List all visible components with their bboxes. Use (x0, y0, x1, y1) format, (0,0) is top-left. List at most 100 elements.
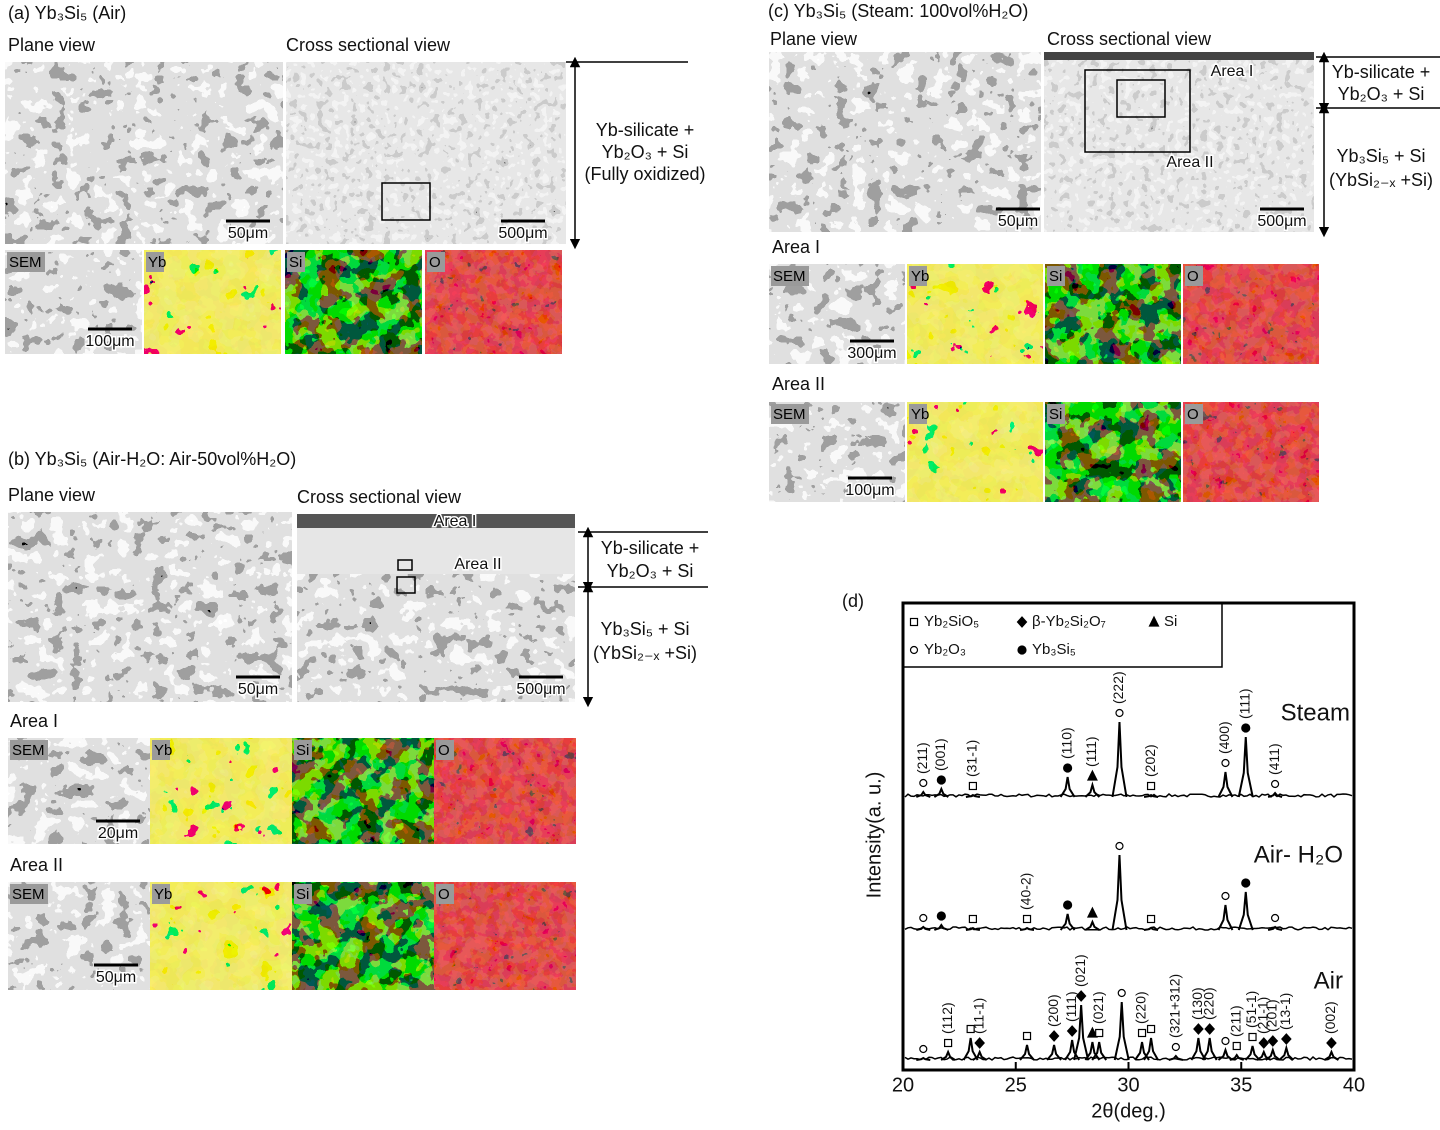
marker-dot (1063, 900, 1073, 910)
xrd-peak (1091, 1041, 1108, 1061)
map-tag: Si (296, 886, 309, 903)
plane-micrograph (769, 52, 1041, 232)
marker-square (1146, 1024, 1156, 1034)
map-tag: O (1187, 268, 1199, 285)
element-map (1045, 402, 1181, 502)
map-tag: Yb (911, 268, 929, 285)
marker-triangle (1086, 906, 1098, 918)
peak-label: (13-1) (1277, 993, 1293, 1030)
scale-label: 50μm (238, 681, 278, 698)
map-tag-bg (1185, 404, 1203, 424)
peak-label: (31-1) (964, 740, 980, 777)
legend-marker (909, 645, 919, 655)
marker-circle (919, 913, 928, 923)
map-tag: O (1187, 406, 1199, 423)
map-tag-bg (146, 252, 164, 272)
series-name: Air (1314, 967, 1343, 994)
marker-dot (936, 775, 946, 785)
layer-label: (YbSi₂₋ₓ +Si) (1329, 170, 1433, 190)
marker-circle (1270, 913, 1280, 923)
map-tag-bg (152, 740, 170, 760)
map-tag-bg (1047, 266, 1065, 286)
map-tag: Si (296, 742, 309, 759)
element-map (1183, 402, 1319, 502)
xrd-peak (1267, 925, 1283, 931)
legend-label: β-Yb₂Si₂O₇ (1032, 613, 1106, 630)
map-tag-bg (294, 740, 312, 760)
marker-circle (1221, 1036, 1230, 1046)
inset-box (1116, 79, 1166, 118)
xrd-peak (1168, 1054, 1184, 1061)
inset-box (396, 576, 416, 594)
inset-box (381, 182, 431, 221)
xrd-peak (1143, 1037, 1159, 1061)
marker-diamond (1326, 1037, 1337, 1049)
cross-micrograph (1044, 52, 1314, 232)
map-tag-bg (152, 884, 170, 904)
legend-marker (1017, 645, 1027, 655)
peak-label: (021) (1072, 954, 1088, 987)
element-map (292, 882, 434, 990)
peak-label: (220) (1200, 987, 1216, 1020)
xrd-peak (1134, 1041, 1150, 1061)
map-tag-bg (771, 404, 809, 424)
marker-square (1095, 1028, 1104, 1038)
xrd-peak (965, 926, 981, 931)
scale-label: 300μm (847, 345, 896, 362)
peak-label: (111) (1236, 688, 1252, 719)
map-tag-bg (771, 266, 809, 286)
marker-diamond (1267, 1035, 1279, 1047)
xrd-peak (1237, 736, 1254, 798)
scale-label: 500μm (516, 681, 565, 698)
peak-label: (220) (1133, 991, 1149, 1024)
marker-circle (1115, 841, 1124, 851)
legend-label: Yb₂O₃ (924, 641, 966, 658)
marker-square (1137, 1028, 1147, 1038)
peak-label: (001) (932, 738, 948, 771)
layer-label: (Fully oxidized) (584, 164, 705, 184)
xrd-peak (916, 1056, 931, 1061)
peak-label: (222) (1110, 671, 1126, 704)
xrd-peak (933, 923, 949, 931)
legend-marker (1148, 615, 1160, 627)
image-area: Area II (1166, 154, 1213, 171)
legend-marker (1016, 616, 1028, 628)
marker-square (1146, 781, 1156, 791)
marker-square (966, 1024, 975, 1034)
marker-square (968, 781, 978, 791)
xrd-peak (1143, 926, 1159, 931)
marker-circle (1221, 891, 1230, 901)
map-tag-bg (436, 740, 454, 760)
map-tag-bg (436, 884, 454, 904)
y-axis-label: Intensity(a. u.) (863, 772, 885, 899)
marker-circle (919, 778, 928, 788)
legend-label: Yb₃Si₅ (1032, 641, 1076, 658)
area-title: Area I (772, 237, 820, 257)
map-tag-bg (1047, 404, 1065, 424)
layer-label: Yb₃Si₅ + Si (600, 619, 689, 639)
map-tag: O (438, 742, 450, 759)
xrd-peak (1217, 1046, 1234, 1061)
map-tag: Yb (154, 886, 172, 903)
marker-circle (1117, 988, 1126, 998)
peak-label: (111) (1063, 991, 1079, 1022)
peak-label: (112) (939, 1002, 955, 1034)
marker-square (943, 1038, 953, 1048)
peak-label: (51-1) (1243, 991, 1259, 1028)
inset-box (1084, 69, 1191, 153)
xrd-peak (933, 786, 949, 798)
marker-diamond (1048, 1030, 1060, 1042)
map-tag: SEM (12, 742, 45, 759)
layer-label: (YbSi₂₋ₓ +Si) (593, 643, 697, 663)
peak-label: (400) (1216, 721, 1232, 754)
map-tag: SEM (773, 268, 806, 285)
image-area: Area II (454, 556, 501, 573)
view-label: Plane view (8, 485, 96, 505)
marker-circle (1115, 708, 1124, 718)
xrd-peak (972, 1049, 988, 1061)
scale-label: 500μm (498, 225, 547, 242)
oxide-top (297, 514, 575, 528)
map-tag-bg (1185, 266, 1203, 286)
element-map (425, 250, 562, 354)
